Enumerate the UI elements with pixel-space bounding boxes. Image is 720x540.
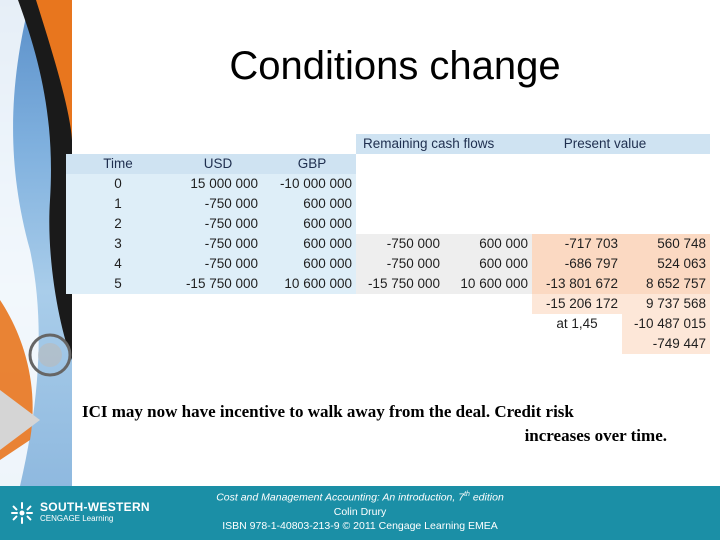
pv-gbp-cell: 8 652 757 [645, 276, 706, 291]
header-time: Time [103, 156, 133, 171]
time-cell: 1 [114, 196, 122, 211]
remaining-gbp-cell: 600 000 [479, 236, 528, 251]
footer-bar: SOUTH-WESTERN CENGAGE Learning Cost and … [0, 486, 720, 540]
time-cell: 5 [114, 276, 122, 291]
converted-bg [622, 314, 710, 334]
usd-cell: -750 000 [204, 256, 258, 271]
header-gbp: GBP [297, 156, 327, 171]
gbp-cell: 600 000 [303, 236, 352, 251]
time-cell: 2 [114, 216, 122, 231]
header-present-value: Present value [563, 136, 647, 151]
logo-sub-text: CENGAGE Learning [40, 514, 114, 523]
book-credit: Cost and Management Accounting: An intro… [190, 488, 530, 533]
usd-cell: -750 000 [204, 216, 258, 231]
gbp-cell: 10 600 000 [284, 276, 352, 291]
gbp-cell: 600 000 [303, 256, 352, 271]
time-cell: 4 [114, 256, 122, 271]
total-usd-cell: -15 206 172 [545, 296, 618, 311]
logo-main-text: SOUTH-WESTERN [40, 500, 150, 514]
net-bg [622, 334, 710, 354]
explanation-line-2: increases over time. [524, 426, 667, 445]
book-title-line: Cost and Management Accounting: An intro… [190, 488, 530, 505]
remaining-gbp-cell: 10 600 000 [460, 276, 528, 291]
gbp-cell: 600 000 [303, 196, 352, 211]
author-line: Colin Drury [333, 505, 387, 518]
slide-title: Conditions change [229, 44, 561, 88]
remaining-gbp-cell: 600 000 [479, 256, 528, 271]
explanation-line-1: ICI may now have incentive to walk away … [82, 402, 574, 421]
gbp-cell: -10 000 000 [279, 176, 352, 191]
time-cell: 3 [114, 236, 122, 251]
isbn-line: ISBN 978-1-40803-213-9 © 2011 Cengage Le… [222, 519, 498, 532]
remaining-usd-cell: -750 000 [386, 236, 440, 251]
pv-gbp-cell: 524 063 [657, 256, 706, 271]
time-cell: 0 [114, 176, 122, 191]
edition-superscript: th [464, 491, 470, 498]
star-icon [11, 502, 33, 524]
pv-bg [532, 234, 710, 294]
header-bg-right [356, 134, 710, 154]
usd-cell: 15 000 000 [190, 176, 258, 191]
edition-word: edition [469, 491, 504, 504]
total-gbp-cell: 9 737 568 [645, 296, 706, 311]
book-title: Cost and Management Accounting: An intro… [216, 491, 465, 504]
gbp-cell: 600 000 [303, 216, 352, 231]
header-usd: USD [203, 156, 233, 171]
pv-gbp-cell: 560 748 [657, 236, 706, 251]
remaining-usd-cell: -15 750 000 [367, 276, 440, 291]
usd-cell: -750 000 [204, 236, 258, 251]
usd-cell: -15 750 000 [185, 276, 258, 291]
publisher-logo: SOUTH-WESTERN CENGAGE Learning [10, 500, 150, 526]
converted-cell: -10 487 015 [633, 316, 706, 331]
explanation-text: ICI may now have incentive to walk away … [82, 400, 667, 448]
rate-label: at 1,45 [556, 316, 598, 331]
pv-usd-cell: -13 801 672 [545, 276, 618, 291]
pv-usd-cell: -717 703 [564, 236, 618, 251]
body-bg-left [66, 174, 356, 294]
totals-bg [532, 294, 710, 314]
usd-cell: -750 000 [204, 196, 258, 211]
header-bg-left [66, 154, 356, 174]
net-value-cell: -749 447 [652, 336, 706, 351]
paraglider-decoration [0, 0, 72, 486]
pv-usd-cell: -686 797 [564, 256, 618, 271]
remaining-bg [356, 234, 532, 294]
header-remaining-cash-flows: Remaining cash flows [363, 136, 495, 151]
remaining-usd-cell: -750 000 [386, 256, 440, 271]
